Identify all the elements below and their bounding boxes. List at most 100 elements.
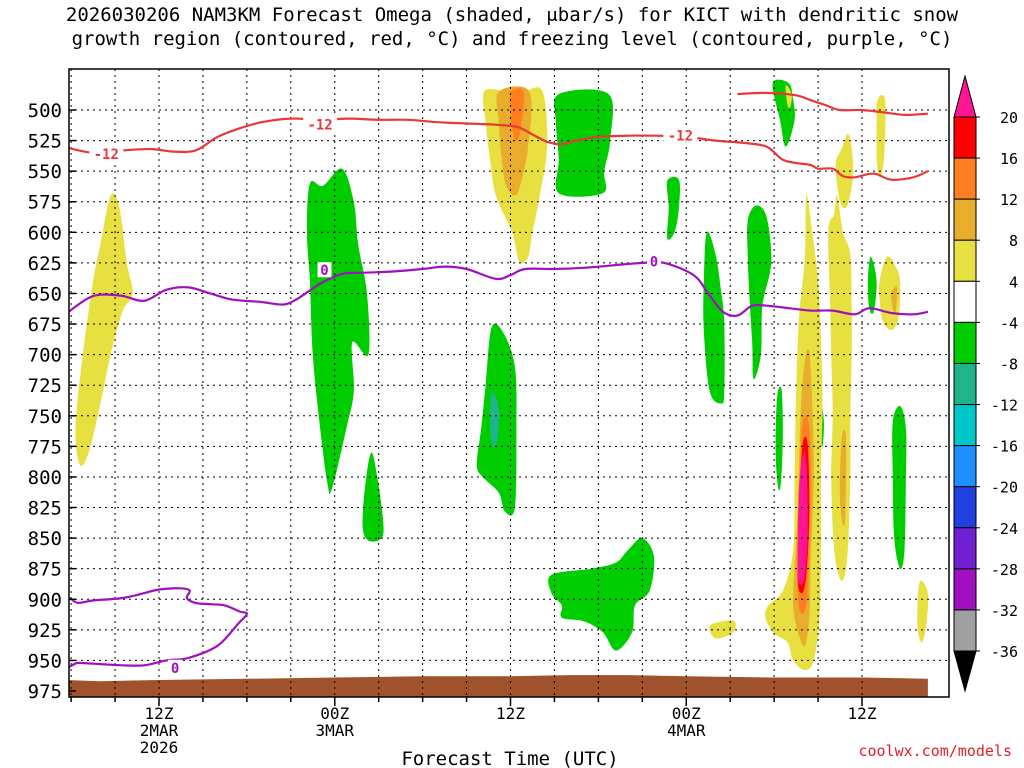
omega-region-17 (892, 405, 907, 570)
colorbar-label-1: 16 (1000, 150, 1018, 168)
x-tick-label-12-0: 12Z (145, 704, 174, 723)
chart-title-line1: 2026030206 NAM3KM Forecast Omega (shaded… (65, 4, 959, 26)
colorbar-label-0: 20 (1000, 109, 1018, 127)
omega-region-0 (75, 193, 133, 466)
colorbar-bottom-arrow (953, 650, 977, 693)
colorbar-label-6: -8 (1000, 355, 1018, 373)
colorbar-segment-7 (953, 404, 977, 447)
colorbar-label-12: -32 (991, 602, 1018, 620)
colorbar-label-13: -36 (991, 643, 1018, 661)
y-tick-label-800: 800 (28, 467, 62, 489)
y-tick-label-600: 600 (28, 222, 62, 244)
x-tick-label-24-1: 3MAR (315, 721, 354, 740)
contour-label-freezing-level-0: 0 (320, 263, 328, 279)
x-tick-label-48-0: 00Z (672, 704, 701, 723)
omega-region-12 (747, 205, 772, 380)
contour-label-bg-freezing-level-1 (647, 253, 662, 269)
colorbar-label-7: -12 (991, 397, 1018, 415)
omega-region-10 (666, 176, 680, 240)
colorbar: 20 16 12 8 4 -4 -8 -12 -16 -20 -24 -28 -32 -36 (953, 74, 1018, 693)
contour-dgz-minus12 (69, 117, 929, 181)
contour-label-bg-dgz-minus12-0 (89, 146, 124, 162)
y-tick-label-900: 900 (28, 589, 62, 611)
omega-region-16 (867, 256, 877, 314)
contour-label-bg-dgz-minus12-2 (663, 127, 698, 143)
x-tick-label-12-1: 2MAR (140, 721, 179, 740)
plot-frame (68, 68, 950, 698)
chart-title-line2: growth region (contoured, red, °C) and f… (71, 28, 953, 50)
colorbar-segment-11 (953, 568, 977, 611)
contour-label-freezing-level-1: 0 (650, 255, 658, 271)
omega-region-9 (548, 538, 655, 651)
colorbar-segment-9 (953, 486, 977, 529)
colorbar-segment-12 (953, 609, 977, 652)
colorbar-segment-5 (953, 321, 977, 364)
y-tick-label-925: 925 (28, 620, 62, 642)
contour-freezing-level (69, 260, 929, 317)
omega-region-4 (306, 168, 370, 495)
x-axis-label: Forecast Time (UTC) (401, 748, 618, 768)
colorbar-label-2: 12 (1000, 191, 1018, 209)
omega-region-27 (839, 429, 847, 527)
credit-text: coolwx.com/models (858, 742, 1012, 760)
colorbar-segment-0 (953, 116, 977, 159)
colorbar-segment-2 (953, 198, 977, 241)
colorbar-label-5: -4 (1000, 314, 1018, 332)
colorbar-segment-8 (953, 445, 977, 488)
contour-label-dgz-minus12-2: -12 (668, 129, 693, 145)
y-tick-label-975: 975 (28, 681, 62, 703)
y-tick-label-625: 625 (28, 253, 62, 275)
omega-region-23 (785, 85, 792, 109)
omega-region-19 (828, 195, 852, 581)
y-tick-label-675: 675 (28, 314, 62, 336)
colorbar-label-10: -24 (991, 520, 1018, 538)
omega-region-7 (489, 390, 500, 448)
plot-border (68, 68, 950, 698)
colorbar-segment-1 (953, 157, 977, 200)
y-tick-label-950: 950 (28, 650, 62, 672)
y-tick-label-550: 550 (28, 161, 62, 183)
contour-label-dgz-minus12-1: -12 (307, 118, 332, 134)
y-tick-label-850: 850 (28, 528, 62, 550)
y-tick-label-525: 525 (28, 131, 62, 153)
y-tick-label-650: 650 (28, 283, 62, 305)
y-tick-label-775: 775 (28, 436, 62, 458)
omega-region-24 (709, 620, 736, 639)
y-tick-label-500: 500 (28, 100, 62, 122)
colorbar-label-8: -16 (991, 438, 1018, 456)
x-tick-label-48-1: 4MAR (667, 721, 706, 740)
colorbar-label-9: -20 (991, 479, 1018, 497)
x-tick-label-12-2: 2026 (140, 738, 179, 757)
colorbar-segment-6 (953, 362, 977, 406)
terrain-surface (69, 675, 928, 697)
contour-label-bg-freezing-level-low-0 (168, 659, 183, 675)
x-tick-label-24-0: 00Z (320, 704, 349, 723)
y-tick-label-575: 575 (28, 192, 62, 214)
omega-region-13 (772, 79, 796, 147)
contour-layer: -12 -12 -12 0 0 0 (69, 91, 929, 677)
colorbar-segment-4 (953, 280, 977, 323)
contour-label-dgz-minus12-0: -12 (94, 147, 119, 163)
colorbar-label-4: 4 (1009, 273, 1018, 291)
terrain-layer (69, 675, 928, 697)
colorbar-segment-10 (953, 527, 977, 570)
omega-shading-layer (75, 79, 929, 671)
omega-region-25 (917, 580, 929, 643)
omega-region-5 (362, 452, 384, 542)
omega-region-14 (775, 386, 783, 491)
omega-region-11 (703, 231, 725, 404)
contour-label-freezing-level-low-0: 0 (171, 661, 179, 677)
x-tick-label-60-0: 12Z (848, 704, 877, 723)
colorbar-label-11: -28 (991, 561, 1018, 579)
y-axis: 500 525 550 575 600 625 650 675 700 725 750 775 800 8… (28, 100, 76, 703)
colorbar-top-arrow (953, 74, 977, 118)
x-tick-label-36-0: 12Z (496, 704, 525, 723)
colorbar-label-3: 8 (1009, 232, 1018, 250)
y-tick-label-700: 700 (28, 345, 62, 367)
y-tick-label-875: 875 (28, 559, 62, 581)
y-tick-label-825: 825 (28, 498, 62, 520)
colorbar-segment-3 (953, 239, 977, 282)
contour-freezing-level-low (69, 587, 248, 669)
contour-label-bg-freezing-level-0 (317, 262, 332, 278)
